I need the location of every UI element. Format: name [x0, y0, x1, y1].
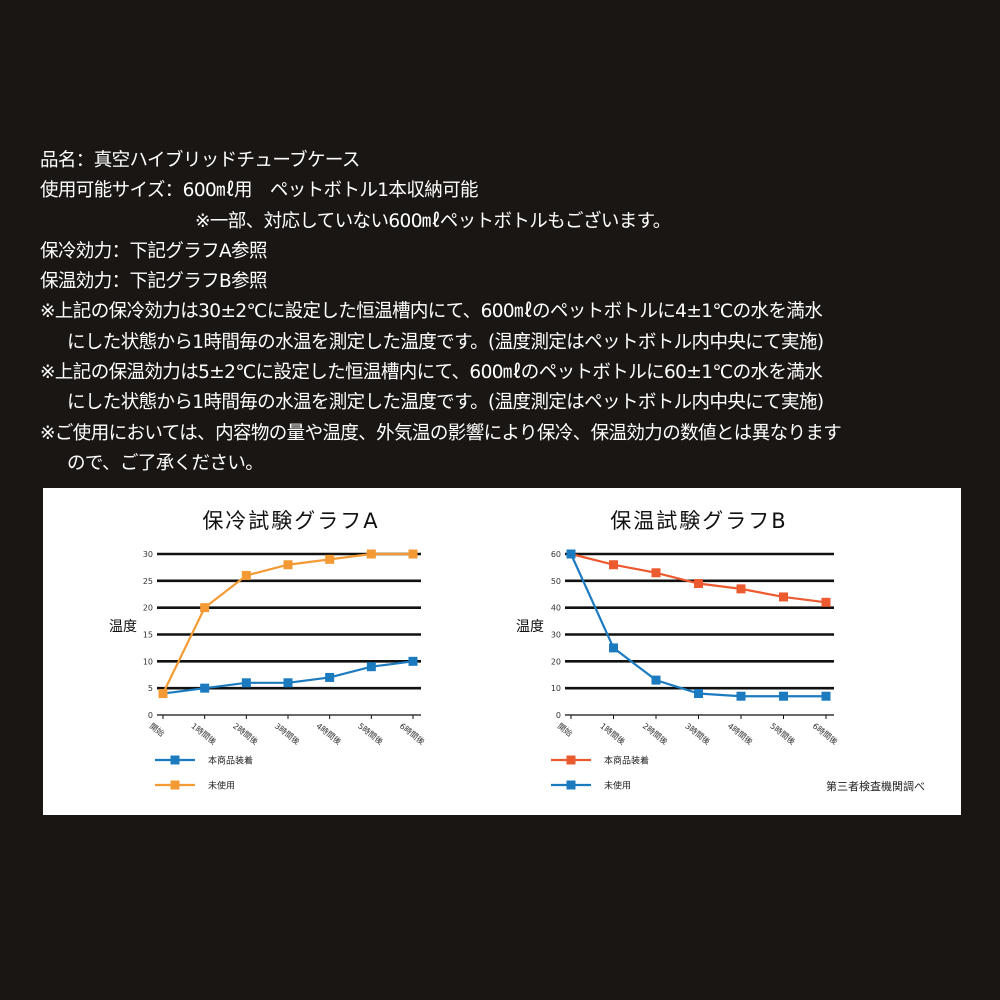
- chart-b-y-tick-label: 20: [551, 657, 561, 666]
- chart-b-y-tick-label: 50: [551, 577, 561, 586]
- chart-panel: 第三者検査機関調べ 保冷試験グラフA 温度 0 5 10 15 20 25 30 開始 1時間後 2時…: [43, 488, 961, 815]
- chart-b-x-tick-label: 1時間後: [598, 721, 627, 747]
- chart-a-legend-marker-0: [170, 755, 180, 765]
- chart-b-series-0-point: [779, 592, 788, 602]
- source-note: 第三者検査機関調べ: [826, 779, 925, 793]
- chart-b-series-0-point: [609, 560, 618, 570]
- chart-b-y-tick-label: 0: [556, 711, 561, 720]
- chart-a-series-0-point: [200, 683, 210, 693]
- chart-b-x-tick-label: 2時間後: [641, 721, 670, 747]
- chart-b-series-1-point: [694, 689, 703, 699]
- chart-b-title: 保温試験グラフB: [610, 509, 787, 533]
- chart-b-series-1-point: [566, 549, 576, 559]
- chart-a-title: 保冷試験グラフA: [202, 509, 379, 533]
- chart-b-series-0-point: [651, 568, 661, 578]
- chart-a-x-tick-label: 2時間後: [231, 721, 260, 747]
- chart-b-x-tick-label: 3時間後: [683, 721, 712, 747]
- chart-a-legend-marker-1: [170, 780, 180, 790]
- chart-b-y-tick-label: 60: [551, 550, 561, 559]
- chart-a-y-tick-label: 10: [143, 657, 153, 666]
- chart-a-x-tick-label: 4時間後: [314, 721, 343, 747]
- chart-b-x-tick-label: 4時間後: [726, 721, 755, 747]
- chart-b-series-1-point: [651, 675, 661, 685]
- cold-test-note-line-2: にした状態から1時間毎の水温を測定した温度です。(温度測定はペットボトル内中央に…: [67, 331, 824, 353]
- chart-b: 保温試験グラフB 温度 0 10 20 30 40 50 60 開始 1時間後 2時間後 3時間後 4時間…: [516, 509, 840, 792]
- chart-b-series-0-point: [736, 584, 746, 594]
- chart-a-x-tick-label: 5時間後: [356, 721, 385, 747]
- chart-a-series-1-point: [408, 549, 418, 559]
- chart-a-series-1-line: [162, 552, 413, 695]
- chart-a-x-tick-label: 3時間後: [273, 721, 302, 747]
- product-description: 品名：真空ハイブリッドチューブケース 使用可能サイズ：600㎖用 ペットボトル1…: [40, 146, 970, 479]
- chart-a-legend-label-0: 本商品装着: [208, 755, 253, 767]
- usable-size-line: 使用可能サイズ：600㎖用 ペットボトル1本収納可能: [40, 180, 479, 202]
- chart-a-series-1-point: [158, 689, 168, 699]
- chart-a-series-0-point: [283, 678, 293, 688]
- size-note-line: ※一部、対応していない600㎖ペットボトルもございます。: [195, 210, 671, 232]
- chart-b-legend-label-1: 未使用: [604, 780, 631, 792]
- product-name-line: 品名：真空ハイブリッドチューブケース: [40, 150, 360, 171]
- chart-a-series-0-point: [366, 662, 376, 672]
- chart-b-series-0-point: [821, 597, 831, 607]
- chart-b-x-tick-label: 6時間後: [811, 721, 840, 747]
- warm-test-note-line-1: ※上記の保温効力は5±2℃に設定した恒温槽内にて、600㎖のペットボトルに60±…: [40, 362, 823, 384]
- chart-a-series-0-point: [408, 656, 418, 666]
- charts-svg: 第三者検査機関調べ 保冷試験グラフA 温度 0 5 10 15 20 25 30 開始 1時間後 2時…: [109, 509, 925, 793]
- chart-b-y-axis-label: 温度: [516, 619, 544, 635]
- chart-a-y-axis-label: 温度: [109, 619, 137, 635]
- chart-b-series-0-point: [694, 579, 703, 589]
- chart-b-legend-marker-1: [566, 780, 576, 790]
- chart-b-legend-label-0: 本商品装着: [604, 755, 649, 767]
- chart-b-x-tick-label: 5時間後: [768, 721, 797, 747]
- chart-a-series-1-point: [283, 560, 293, 570]
- chart-a-x-tick-label: 開始: [148, 721, 167, 739]
- cold-effect-line: 保冷効力：下記グラフA参照: [40, 240, 267, 262]
- chart-a-y-tick-label: 30: [143, 550, 153, 559]
- chart-a-y-tick-label: 20: [143, 604, 153, 613]
- chart-a-series-1-point: [366, 549, 376, 559]
- chart-b-series-1-point: [736, 691, 746, 701]
- chart-a-y-tick-label: 0: [148, 711, 153, 720]
- chart-a-series-0-point: [325, 672, 335, 682]
- chart-a-y-tick-label: 25: [143, 577, 153, 586]
- chart-a: 保冷試験グラフA 温度 0 5 10 15 20 25 30 開始 1時間後 2時間後 3時間後 4時間後…: [109, 509, 427, 792]
- chart-a-x-tick-label: 1時間後: [189, 721, 218, 747]
- chart-b-series-1-line: [569, 553, 826, 698]
- chart-a-series-1-point: [241, 570, 251, 580]
- chart-b-x-tick-label: 開始: [556, 721, 575, 739]
- warm-effect-line: 保温効力：下記グラフB参照: [40, 271, 268, 293]
- chart-b-y-tick-label: 30: [551, 631, 561, 640]
- cold-test-note-line-1: ※上記の保冷効力は30±2℃に設定した恒温槽内にて、600㎖のペットボトルに4±…: [40, 301, 823, 323]
- chart-b-legend-marker-0: [566, 755, 576, 765]
- chart-a-series-1-point: [325, 554, 335, 564]
- chart-b-series-1-point: [779, 691, 788, 701]
- chart-b-y-tick-label: 10: [551, 684, 561, 693]
- chart-a-legend-label-1: 未使用: [208, 780, 235, 792]
- chart-a-series-1-point: [200, 603, 210, 613]
- chart-b-y-tick-label: 40: [551, 604, 561, 613]
- chart-b-series-1-point: [609, 643, 618, 653]
- chart-a-series-0-point: [241, 678, 251, 688]
- usage-note-line-1: ※ご使用においては、内容物の量や温度、外気温の影響により保冷、保温効力の数値とは…: [40, 422, 842, 444]
- chart-a-y-tick-label: 5: [148, 684, 153, 693]
- chart-a-y-tick-label: 15: [143, 631, 153, 640]
- warm-test-note-line-2: にした状態から1時間毎の水温を測定した温度です。(温度測定はペットボトル内中央に…: [67, 392, 824, 414]
- usage-note-line-2: ので、ご了承ください。: [67, 452, 264, 474]
- chart-a-x-tick-label: 6時間後: [398, 721, 427, 747]
- chart-b-series-1-point: [821, 691, 831, 701]
